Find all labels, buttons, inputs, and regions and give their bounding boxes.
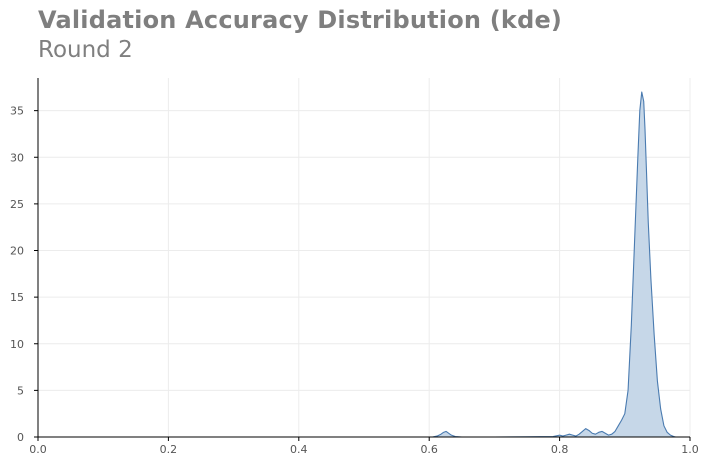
y-tick-label: 15 (10, 291, 24, 304)
x-tick-label: 0.4 (290, 443, 308, 456)
y-tick-label: 20 (10, 245, 24, 258)
axes (34, 78, 691, 441)
x-tick-label: 0.2 (160, 443, 178, 456)
y-tick-label: 0 (17, 431, 24, 444)
x-tick-label: 0.6 (420, 443, 438, 456)
x-tick-label: 1.0 (681, 443, 699, 456)
y-tick-label: 25 (10, 198, 24, 211)
y-tick-label: 5 (17, 384, 24, 397)
grid-lines (37, 78, 691, 438)
y-tick-label: 10 (10, 338, 24, 351)
x-tick-label: 0.0 (29, 443, 47, 456)
y-tick-label: 35 (10, 105, 24, 118)
kde-area-layer (432, 91, 676, 438)
chart-title: Validation Accuracy Distribution (kde) (38, 6, 563, 34)
kde-fill-area (432, 91, 676, 438)
tick-labels: 0.0 0.2 0.4 0.6 0.8 1.0 0 5 10 15 20 25 30 35 (10, 105, 699, 456)
chart-subtitle: Round 2 (38, 37, 133, 63)
x-tick-label: 0.8 (551, 443, 569, 456)
y-tick-label: 30 (10, 151, 24, 164)
